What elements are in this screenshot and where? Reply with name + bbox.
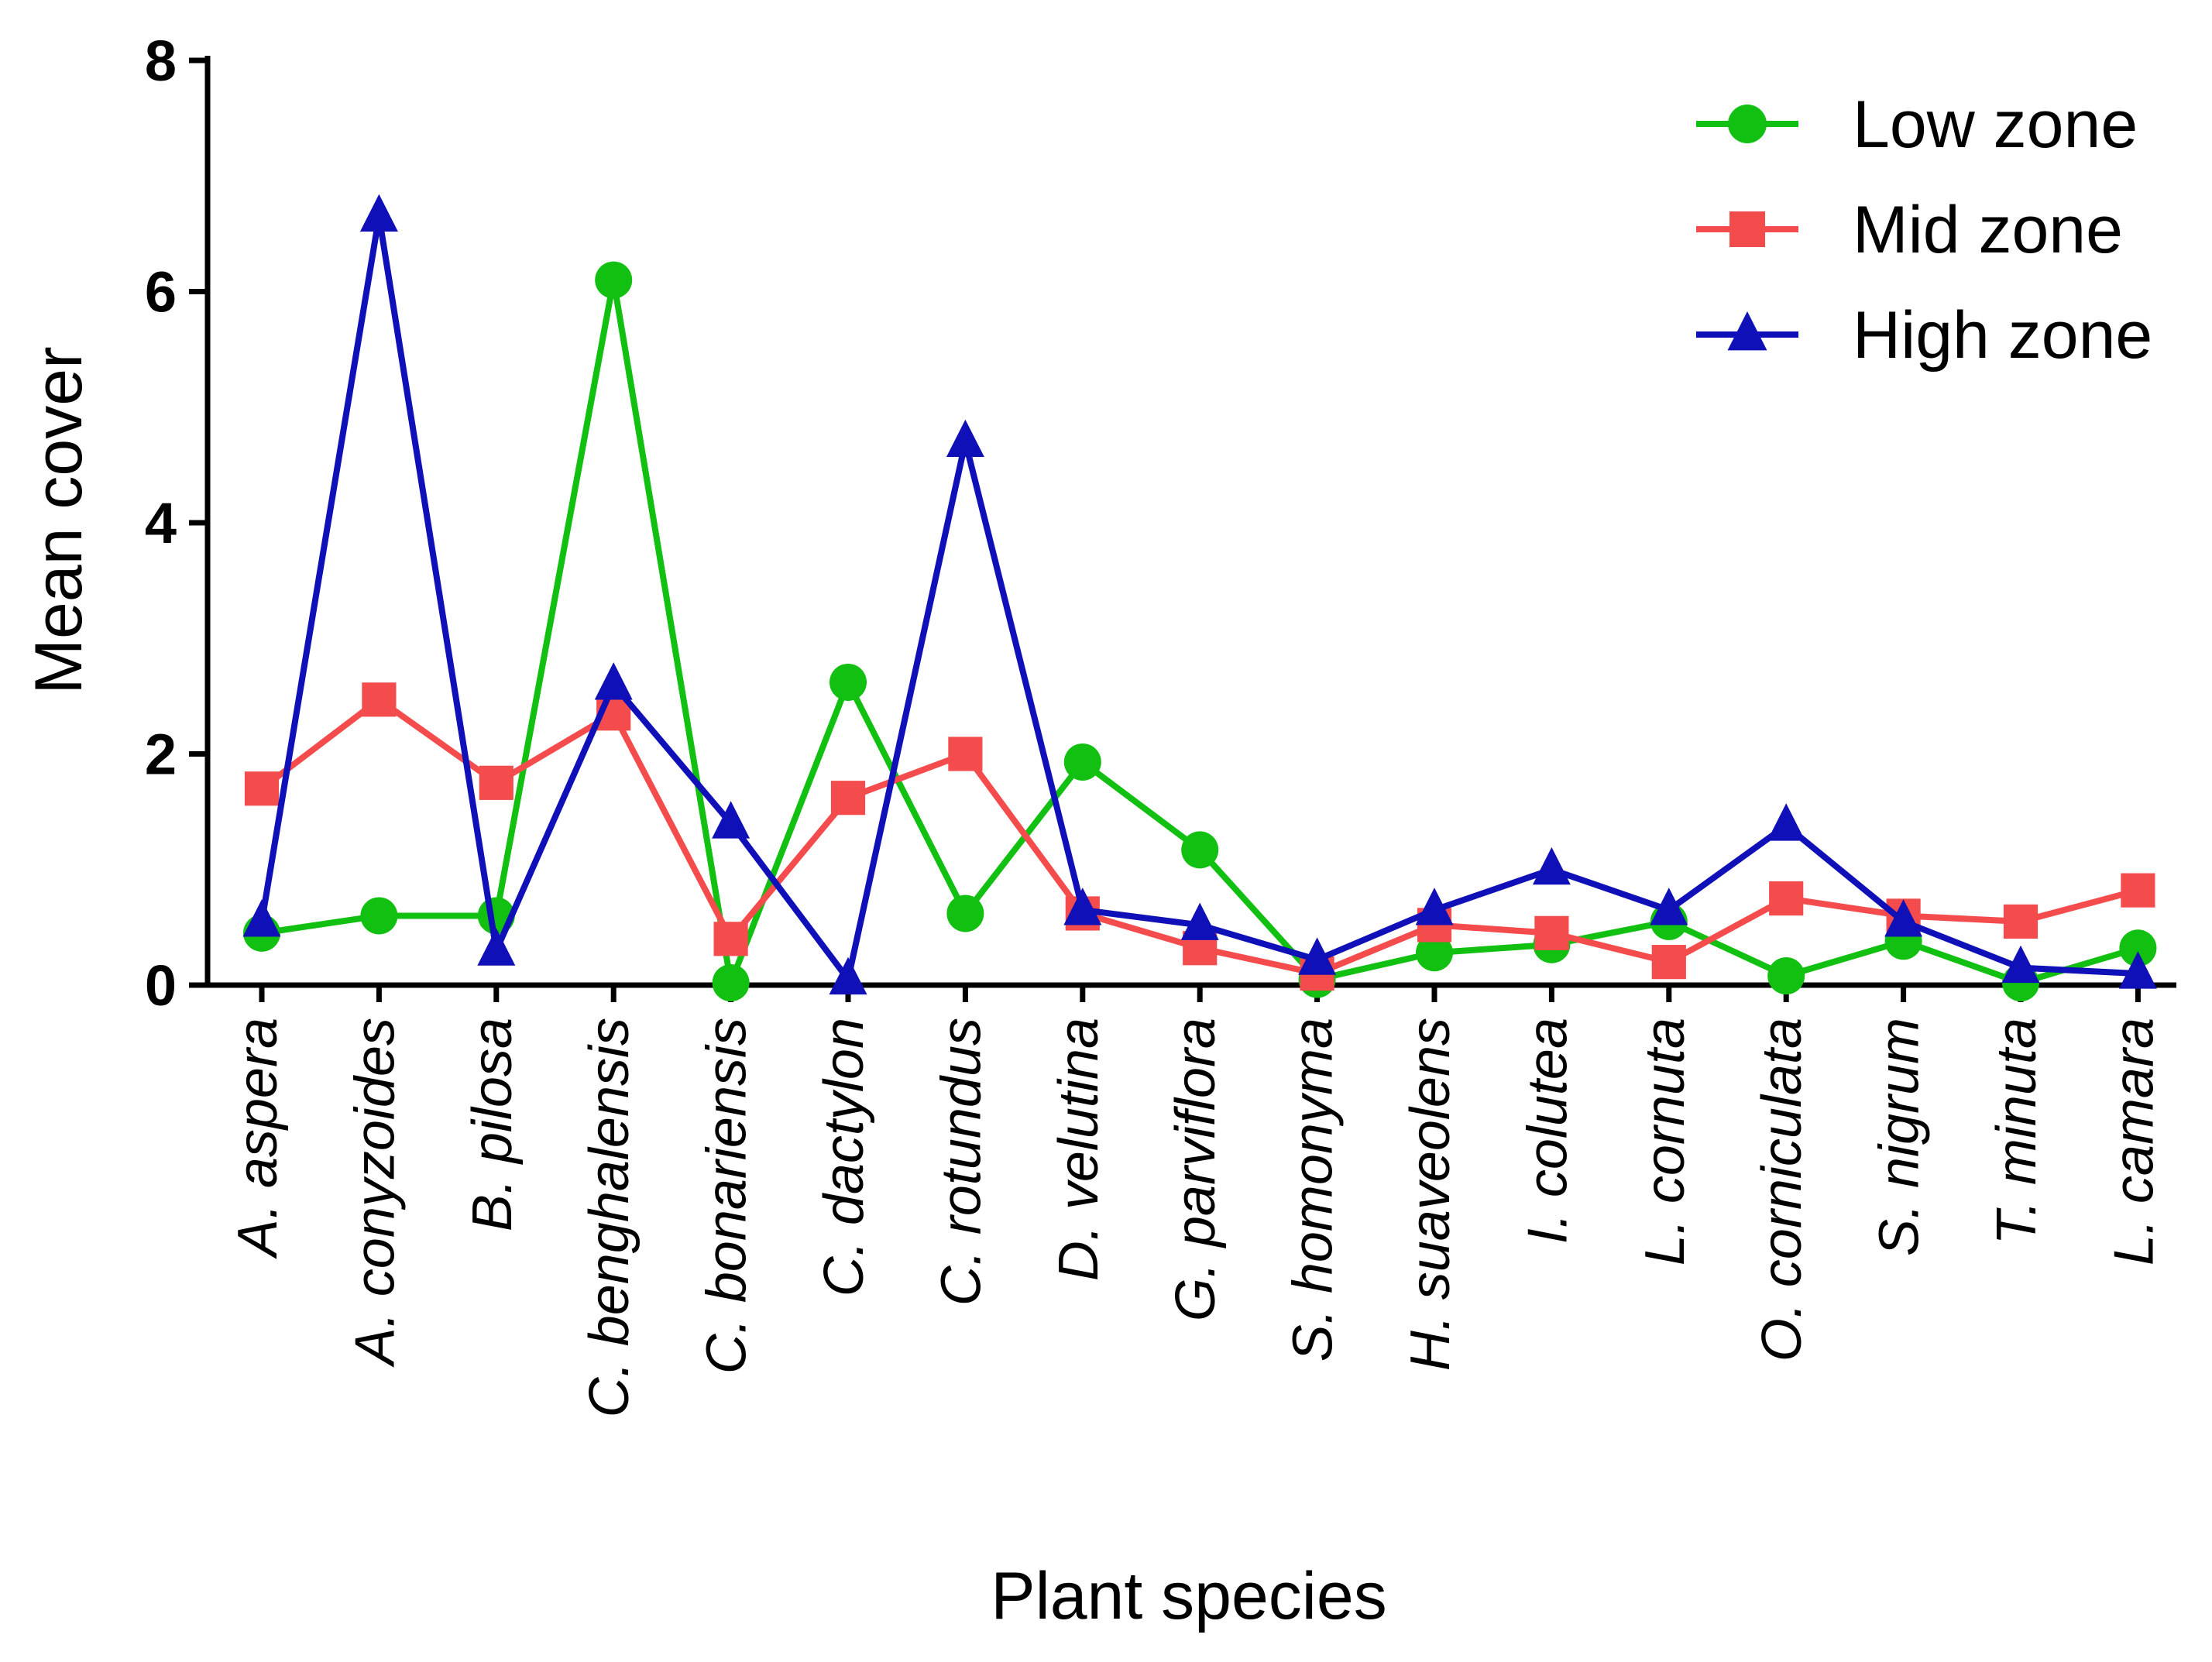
y-tick-label: 8 xyxy=(145,29,177,93)
data-point xyxy=(712,801,750,839)
legend-label: High zone xyxy=(1853,298,2152,373)
y-axis-title: Mean cover xyxy=(22,346,96,694)
x-tick-label: L. cornuta xyxy=(1634,1018,1696,1265)
x-axis-title: Plant species xyxy=(991,1559,1387,1633)
data-point xyxy=(2001,945,2040,984)
legend-marker xyxy=(1729,211,1765,247)
data-point xyxy=(359,194,398,232)
data-point xyxy=(830,781,866,816)
y-tick-label: 0 xyxy=(145,953,177,1018)
data-point xyxy=(594,662,633,700)
x-tick-label: S. homonyma xyxy=(1283,1018,1345,1362)
y-tick-label: 6 xyxy=(145,260,177,325)
data-point xyxy=(1884,899,1923,937)
x-tick-label: C. bonariensis xyxy=(696,1018,758,1374)
data-point xyxy=(2119,929,2157,967)
data-point xyxy=(2118,951,2157,989)
data-point xyxy=(1534,915,1569,950)
data-point xyxy=(360,897,398,935)
x-tick-label: H. suaveolens xyxy=(1400,1018,1462,1371)
data-point xyxy=(713,922,748,956)
data-point xyxy=(244,771,280,806)
data-point xyxy=(1416,934,1453,972)
data-point xyxy=(595,261,633,299)
x-tick-label: B. pilosa xyxy=(462,1018,524,1231)
y-tick-label: 4 xyxy=(145,491,177,555)
y-tick-label: 2 xyxy=(145,723,177,787)
data-point xyxy=(1180,902,1219,940)
data-point xyxy=(1651,945,1686,980)
legend-label: Mid zone xyxy=(1853,193,2123,267)
data-point xyxy=(1650,888,1688,925)
data-point xyxy=(829,956,867,995)
x-tick-label: A. aspera xyxy=(227,1018,289,1259)
data-point xyxy=(2121,873,2155,908)
data-point xyxy=(948,737,983,771)
data-series xyxy=(242,194,2157,1002)
data-point xyxy=(242,899,281,937)
x-tick-label: G. parviflora xyxy=(1165,1018,1227,1321)
legend-marker xyxy=(1727,311,1767,351)
data-point xyxy=(1298,937,1337,975)
data-point xyxy=(479,765,514,800)
data-point xyxy=(1181,831,1219,869)
x-tick-label: I. colutea xyxy=(1516,1018,1578,1244)
legend-marker xyxy=(1728,105,1767,143)
series-high-zone xyxy=(242,194,2157,995)
data-point xyxy=(477,928,516,966)
x-tick-label: S. nigrum xyxy=(1869,1018,1931,1256)
data-point xyxy=(830,663,867,701)
x-tick-label: C. rotundus xyxy=(930,1018,992,1306)
x-tick-label: C. dactylon xyxy=(813,1018,875,1296)
x-axis: A. aspera A. conyzoides B. pilosa C. bengha… xyxy=(205,982,2176,1417)
x-tick-label: L. camara xyxy=(2103,1018,2165,1265)
x-tick-label: O. corniculata xyxy=(1751,1018,1813,1362)
data-point xyxy=(712,964,750,1002)
legend-item-mid-zone: Mid zone xyxy=(1696,193,2123,267)
data-point xyxy=(1767,803,1805,841)
x-tick-label: D. velutina xyxy=(1048,1018,1110,1281)
data-point xyxy=(946,895,984,932)
legend-label: Low zone xyxy=(1853,88,2138,162)
data-point xyxy=(362,682,397,717)
legend-item-high-zone: High zone xyxy=(1696,298,2152,373)
legend-item-low-zone: Low zone xyxy=(1696,88,2138,162)
x-tick-label: A. conyzoides xyxy=(344,1018,406,1368)
data-point xyxy=(1063,743,1101,781)
data-point xyxy=(1767,957,1805,995)
data-point xyxy=(946,419,984,458)
data-point xyxy=(1532,846,1571,885)
data-point xyxy=(1415,888,1454,925)
data-point xyxy=(2003,904,2039,939)
x-tick-label: C. benghalensis xyxy=(579,1018,641,1417)
y-axis: 0 2 4 6 8 xyxy=(145,29,211,1018)
data-point xyxy=(1063,888,1102,925)
series-line xyxy=(261,279,2139,995)
x-tick-label: T. minuta xyxy=(1986,1018,2048,1245)
data-point xyxy=(1769,881,1804,916)
legend: Low zone Mid zone High zone xyxy=(1696,88,2152,373)
